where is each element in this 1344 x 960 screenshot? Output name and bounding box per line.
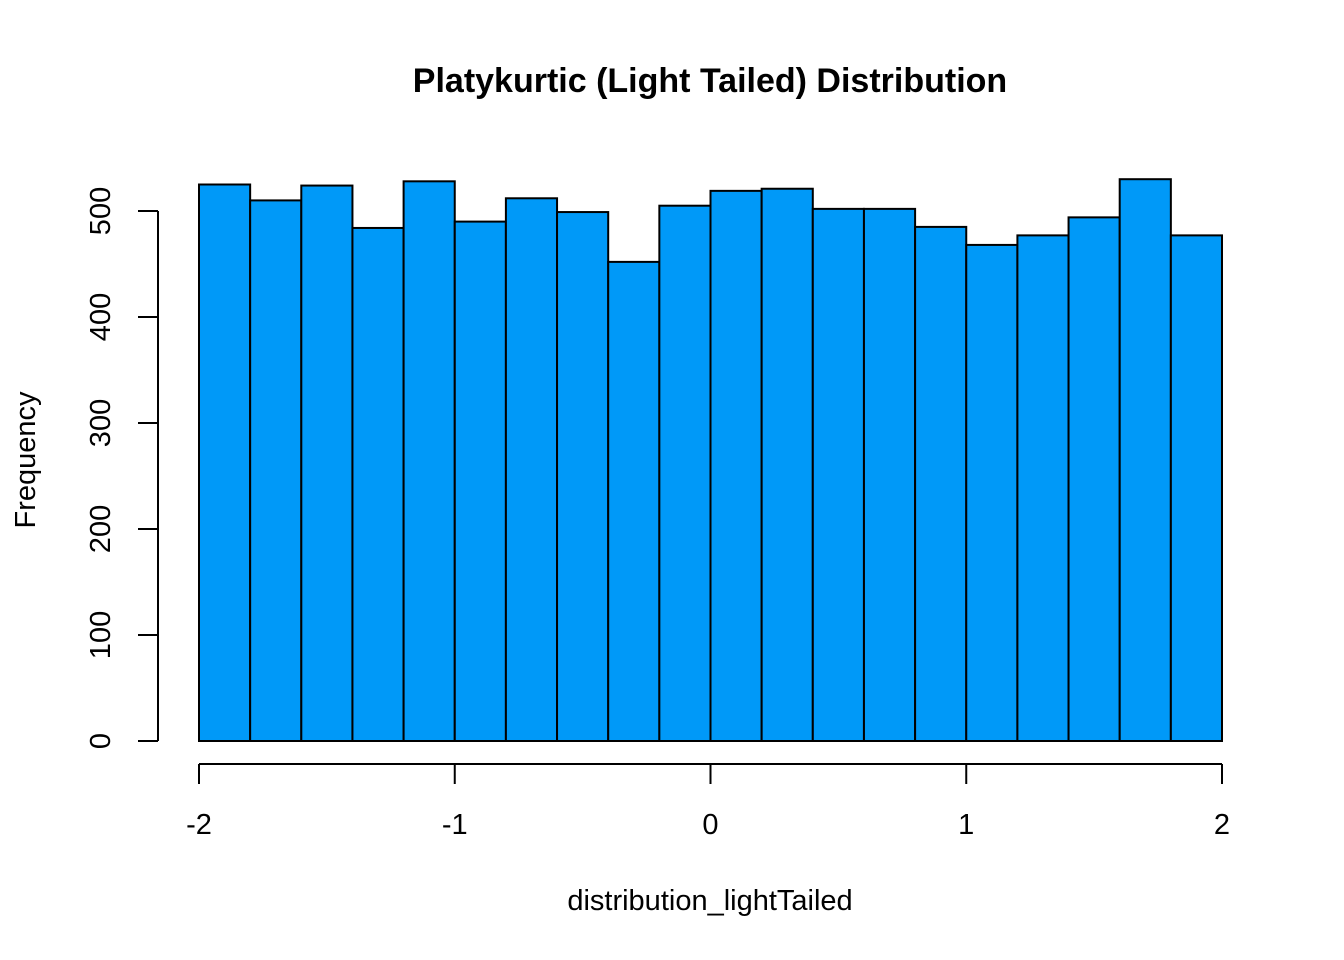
x-tick-label: 1 bbox=[958, 809, 974, 841]
histogram-bar bbox=[709, 189, 763, 743]
histogram-bar bbox=[402, 180, 456, 742]
y-tick-label: 100 bbox=[85, 611, 117, 659]
histogram-bar bbox=[504, 197, 559, 742]
histogram-bar bbox=[300, 184, 354, 742]
y-tick-label: 500 bbox=[85, 187, 117, 235]
y-tick-label: 300 bbox=[85, 399, 117, 447]
bars-group bbox=[198, 178, 1223, 743]
histogram-bar bbox=[453, 220, 507, 743]
histogram-bar bbox=[556, 211, 610, 742]
x-tick-label: -1 bbox=[442, 809, 468, 841]
histogram-bar bbox=[607, 260, 661, 742]
histogram-bar bbox=[965, 243, 1019, 742]
x-axis-label: distribution_lightTailed bbox=[567, 885, 852, 917]
histogram-bar bbox=[1016, 234, 1070, 742]
y-axis: 0 100 200 300 400 500 bbox=[85, 187, 159, 749]
x-tick-label: 0 bbox=[702, 809, 718, 841]
histogram-bar bbox=[811, 207, 865, 742]
histogram-bar bbox=[1169, 234, 1223, 742]
x-tick-label: -2 bbox=[186, 809, 212, 841]
x-axis: -2 -1 0 1 2 bbox=[186, 763, 1230, 841]
histogram-bar bbox=[198, 183, 252, 742]
histogram-bar bbox=[1067, 216, 1121, 743]
x-tick-label: 2 bbox=[1214, 809, 1230, 841]
histogram-bar bbox=[862, 207, 917, 742]
histogram-bar bbox=[914, 225, 968, 742]
histogram-bar bbox=[658, 204, 712, 742]
histogram-bar bbox=[760, 187, 814, 743]
y-tick-label: 0 bbox=[85, 733, 117, 749]
histogram-bar bbox=[351, 226, 405, 742]
chart-title: Platykurtic (Light Tailed) Distribution bbox=[413, 62, 1007, 100]
y-axis-label: Frequency bbox=[10, 391, 42, 529]
y-tick-label: 200 bbox=[85, 505, 117, 553]
histogram-bar bbox=[1118, 178, 1172, 742]
y-tick-label: 400 bbox=[85, 293, 117, 341]
histogram-bar bbox=[249, 199, 303, 742]
